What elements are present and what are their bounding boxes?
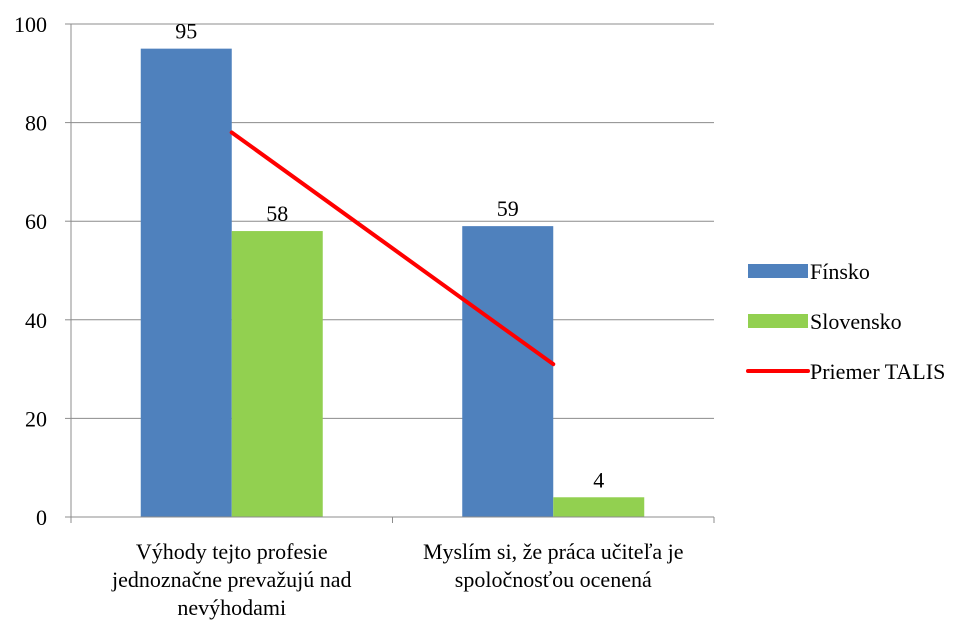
legend-swatch bbox=[748, 314, 808, 328]
bar bbox=[231, 231, 323, 517]
legend-label: Fínsko bbox=[810, 259, 870, 284]
lines bbox=[229, 130, 556, 367]
y-tick-label: 40 bbox=[25, 308, 47, 333]
legend-label: Priemer TALIS bbox=[810, 359, 945, 384]
data-label: 59 bbox=[497, 196, 519, 221]
x-tick-label: Myslím si, že práca učiteľa je spoločnosť… bbox=[423, 539, 684, 592]
legend-swatch bbox=[748, 264, 808, 278]
legend: Fínsko Slovensko Priemer TALIS bbox=[746, 259, 945, 384]
labels: 95 59 58 4 Výhody tejto profesie jednoznačne … bbox=[111, 19, 684, 620]
x-tick-label: Výhody tejto profesie jednoznačne prevažu… bbox=[111, 539, 351, 620]
y-tick-label: 60 bbox=[25, 209, 47, 234]
y-tick-label: 100 bbox=[14, 12, 47, 37]
y-tick-label: 0 bbox=[36, 505, 47, 530]
bars bbox=[140, 48, 645, 518]
series-line-priemer-talis bbox=[229, 130, 556, 367]
y-tick-label: 80 bbox=[25, 111, 47, 136]
axes: 0 20 40 60 80 100 bbox=[14, 12, 715, 530]
data-label: 95 bbox=[175, 19, 197, 44]
data-label: 58 bbox=[266, 201, 288, 226]
y-tick-label: 20 bbox=[25, 406, 47, 431]
legend-label: Slovensko bbox=[810, 309, 902, 334]
bar bbox=[462, 226, 554, 517]
bar bbox=[140, 48, 232, 518]
data-label: 4 bbox=[593, 467, 604, 492]
bar bbox=[553, 497, 645, 517]
